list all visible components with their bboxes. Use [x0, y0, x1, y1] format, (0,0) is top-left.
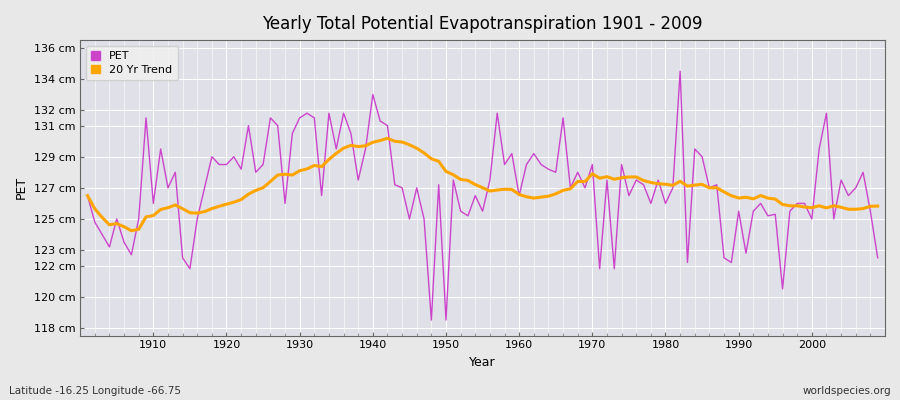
20 Yr Trend [353, 144, 364, 149]
X-axis label: Year: Year [469, 356, 496, 369]
20 Yr Trend [872, 204, 883, 208]
PET [426, 318, 436, 322]
Title: Yearly Total Potential Evapotranspiration 1901 - 2009: Yearly Total Potential Evapotranspiratio… [262, 15, 703, 33]
PET [514, 193, 525, 198]
PET [140, 116, 151, 120]
PET [675, 69, 686, 74]
Line: PET: PET [87, 71, 878, 320]
Text: Latitude -16.25 Longitude -66.75: Latitude -16.25 Longitude -66.75 [9, 386, 181, 396]
20 Yr Trend [148, 213, 158, 218]
20 Yr Trend [309, 163, 320, 168]
20 Yr Trend [126, 228, 137, 233]
PET [872, 256, 883, 260]
20 Yr Trend [528, 196, 539, 200]
Text: worldspecies.org: worldspecies.org [803, 386, 891, 396]
PET [521, 162, 532, 167]
20 Yr Trend [521, 194, 532, 199]
20 Yr Trend [82, 193, 93, 198]
Line: 20 Yr Trend: 20 Yr Trend [87, 138, 878, 231]
PET [82, 193, 93, 198]
20 Yr Trend [382, 136, 393, 141]
PET [346, 131, 356, 136]
Y-axis label: PET: PET [15, 176, 28, 200]
PET [302, 111, 312, 116]
20 Yr Trend [616, 175, 627, 180]
Legend: PET, 20 Yr Trend: PET, 20 Yr Trend [86, 46, 177, 80]
PET [609, 266, 620, 271]
